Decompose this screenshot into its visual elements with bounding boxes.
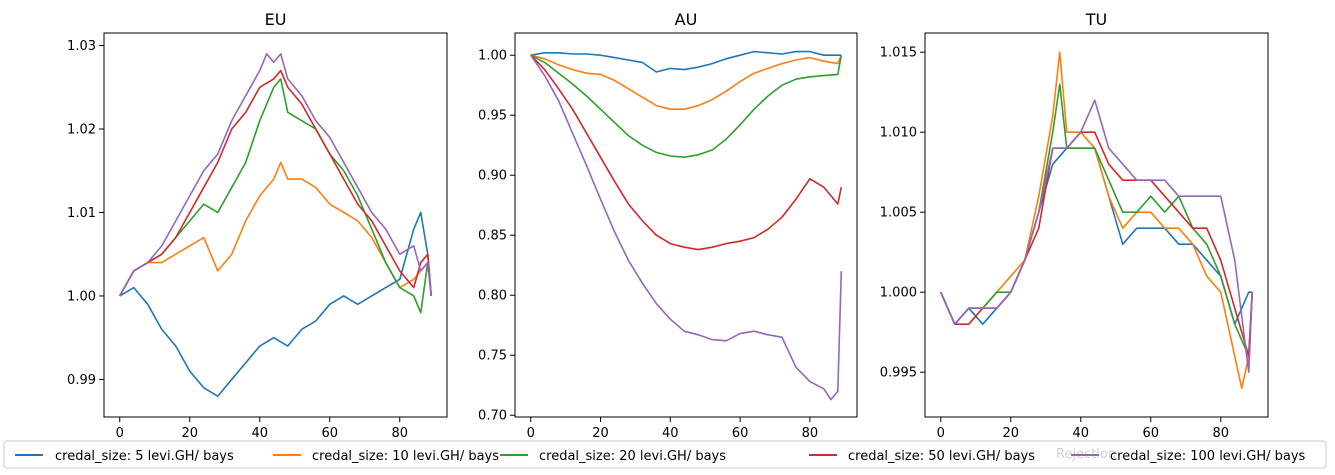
series-line-au-10 [530,54,843,110]
series-line-au-20 [530,54,843,158]
chart-title-au: AU [675,10,698,29]
y-tick-label-tu: 1.000 [880,286,917,301]
series-group-eu [119,53,433,397]
x-tick-label-eu: 20 [181,426,198,441]
series-line-eu-50 [119,69,433,297]
plot-frame-eu [103,32,448,418]
x-tick-label-au: 0 [527,426,535,441]
y-tick-label-au: 0.85 [478,229,507,244]
x-tick-label-au: 60 [732,426,749,441]
y-tick-label-au: 0.95 [478,109,507,124]
x-tick-label-au: 20 [592,426,609,441]
x-tick-label-au: 80 [802,426,819,441]
chart-title-tu: TU [1085,10,1107,29]
y-tick-label-tu: 0.995 [880,366,917,381]
y-tick-label-au: 0.90 [478,169,507,184]
series-line-tu-20 [940,83,1254,357]
y-tick-label-tu: 1.015 [880,46,917,61]
y-tick-label-eu: 1.03 [67,39,96,54]
x-tick-label-au: 40 [662,426,679,441]
x-tick-label-eu: 80 [391,426,408,441]
series-line-eu-10 [119,161,433,297]
legend-label-5: credal_size: 5 levi.GH/ bays [55,449,234,464]
series-line-eu-20 [119,78,433,314]
y-tick-label-eu: 0.99 [67,373,96,388]
y-tick-label-au: 1.00 [478,49,507,64]
x-tick-label-tu: 40 [1072,426,1089,441]
x-tick-label-tu: 60 [1142,426,1159,441]
x-tick-label-tu: 80 [1212,426,1229,441]
series-group-tu [940,51,1254,389]
series-line-eu-5 [119,211,433,397]
series-line-tu-10 [940,51,1254,389]
chart-au: AU 0 20 40 60 80 0.70 0.75 0.80 0.85 0.90 0.95 1.00 [478,10,858,441]
plot-frame-tu [924,32,1269,418]
y-tick-label-au: 0.75 [478,349,507,364]
y-tick-label-au: 0.80 [478,289,507,304]
series-line-eu-100 [119,53,433,297]
y-tick-label-eu: 1.00 [67,289,96,304]
y-tick-label-eu: 1.02 [67,123,96,138]
y-tick-label-au: 0.70 [478,409,507,424]
y-tick-label-tu: 1.005 [880,206,917,221]
x-tick-label-eu: 40 [251,426,268,441]
chart-title-eu: EU [265,10,287,29]
chart-tu: TU 0 20 40 60 80 0.995 1.000 1.005 1.010 1.015 [880,10,1269,441]
legend-label-20: credal_size: 20 levi.GH/ bays [539,449,726,464]
x-tick-label-eu: 60 [321,426,338,441]
legend-frame [3,440,1327,469]
legend-label-50: credal_size: 50 levi.GH/ bays [848,449,1035,464]
legend-label-100: credal_size: 100 levi.GH/ bays [1110,449,1306,464]
series-group-au [530,50,843,401]
x-tick-label-tu: 0 [937,426,945,441]
chart-panels: EU 0 20 40 60 80 0.99 1.00 1.01 1.02 1.03 AU 0 20 40 60… [67,10,1269,441]
series-line-tu-50 [940,131,1254,357]
series-line-au-50 [530,54,843,251]
x-tick-label-eu: 0 [116,426,124,441]
series-line-au-5 [530,50,842,73]
plot-frame-au [514,32,858,418]
legend-label-10: credal_size: 10 levi.GH/ bays [312,449,499,464]
series-line-au-100 [530,54,843,401]
legend: Rejection credal_size: 5 levi.GH/ bays c… [3,440,1327,469]
y-tick-label-tu: 1.010 [880,126,917,141]
chart-eu: EU 0 20 40 60 80 0.99 1.00 1.01 1.02 1.03 [67,10,448,441]
series-line-tu-100 [940,99,1254,373]
series-line-tu-5 [940,147,1253,325]
x-tick-label-tu: 20 [1002,426,1019,441]
y-tick-label-eu: 1.01 [67,206,96,221]
